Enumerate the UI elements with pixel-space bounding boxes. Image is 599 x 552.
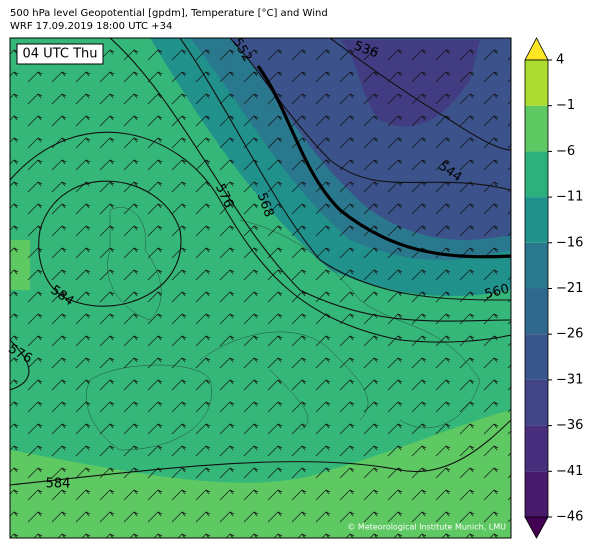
copyright: © Meteorological Institute Munich, LMU: [347, 523, 506, 532]
colorbar-tick-label: −21: [556, 281, 583, 296]
colorbar-tick-label: 4: [556, 53, 564, 68]
colorbar-band: [525, 288, 548, 335]
time-label: 04 UTC Thu: [23, 47, 98, 62]
map-frame: [9, 37, 512, 539]
colorbar-tick-label: −41: [556, 464, 583, 479]
colorbar-tick-label: −16: [556, 235, 583, 250]
thick-contour: [256, 65, 511, 259]
colorbar-tick-label: −6: [556, 144, 575, 159]
subtitle: WRF 17.09.2019 18:00 UTC +34: [10, 21, 172, 32]
title: 500 hPa level Geopotential [gpdm], Tempe…: [10, 8, 328, 19]
map: [10, 38, 511, 538]
colorbar-tick-label: −1: [556, 98, 575, 113]
colorbar-tick-label: −36: [556, 418, 583, 433]
colorbar-under: [524, 516, 549, 539]
colorbar-tick-label: −11: [556, 190, 583, 205]
colorbar-tick-label: −31: [556, 372, 583, 387]
colorbar-tick-label: −46: [556, 510, 583, 525]
colorbar-band: [525, 60, 548, 106]
colorbar-band: [525, 334, 548, 380]
colorbar-band: [525, 379, 548, 426]
colorbar-band: [525, 105, 548, 152]
contour-label: 584: [46, 477, 71, 492]
colorbar-band: [525, 151, 548, 198]
colorbar-band: [525, 471, 548, 517]
colorbar-tick-label: −26: [556, 327, 583, 342]
colorbar-band: [525, 197, 548, 243]
wind-barbs: [10, 38, 511, 538]
contours: [10, 38, 511, 486]
contour-label: 560: [483, 282, 511, 303]
colorbar-over: [524, 37, 549, 61]
colorbar-band: [525, 242, 548, 289]
colorbar-band: [525, 425, 548, 472]
coastlines: [86, 207, 481, 451]
time-box: [16, 43, 104, 65]
